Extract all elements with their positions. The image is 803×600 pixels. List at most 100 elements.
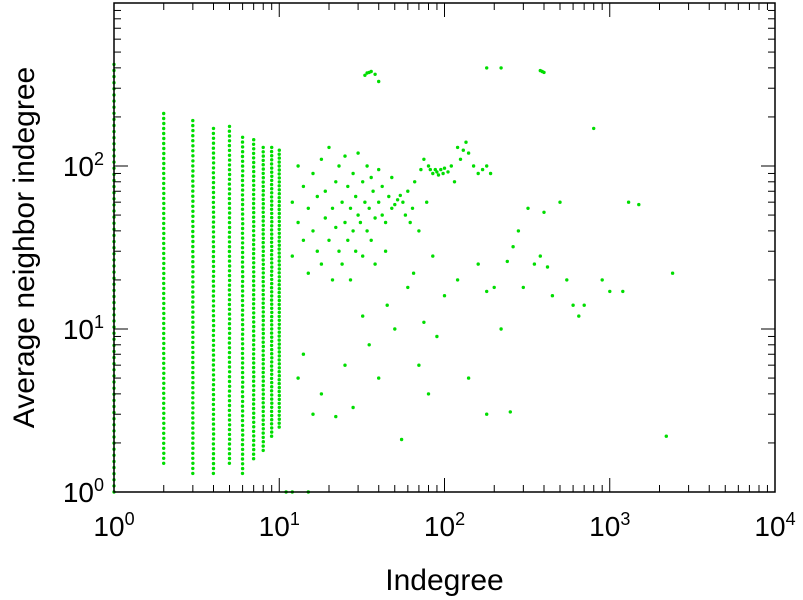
data-point [277,298,281,303]
data-point [261,240,265,245]
data-point [240,342,245,346]
data-point [191,335,195,339]
data-point [240,404,245,408]
data-point [395,198,400,202]
data-point [211,274,216,278]
data-point [240,332,245,336]
data-point [270,166,274,170]
data-point [211,210,216,214]
data-point [270,145,274,150]
data-point [431,171,435,176]
data-point [227,172,232,177]
data-point [261,327,265,331]
data-point [406,189,410,193]
data-point [227,317,232,321]
data-point [227,182,232,186]
data-point [162,271,166,276]
data-point [270,215,274,220]
data-point [227,326,232,331]
data-point [252,370,256,374]
data-point [340,200,344,204]
data-point [323,216,327,220]
data-point [211,412,216,416]
data-point [269,286,274,290]
data-point [261,314,265,318]
data-point [252,210,256,215]
data-point [261,284,265,288]
data-point [240,260,245,264]
data-point [261,228,265,232]
data-point [410,206,415,210]
data-point [227,211,232,215]
data-point [261,271,265,275]
data-point [270,335,274,339]
data-point [261,223,265,227]
data-point [227,273,232,278]
data-point [363,73,367,78]
data-point [261,236,265,240]
data-point [191,164,195,168]
y-tick-label: 102 [63,149,104,182]
data-point [449,164,453,168]
data-point [191,255,195,259]
data-point [277,389,281,394]
data-point [191,265,195,269]
data-point [227,302,232,307]
data-point [191,169,195,173]
data-point [240,442,245,447]
data-point [327,238,331,242]
data-point [240,409,245,413]
data-point [240,212,245,216]
data-point [211,432,216,436]
data-point [240,279,245,284]
data-point [565,278,569,282]
data-point [251,201,256,206]
data-point [227,230,232,234]
data-point [369,175,373,180]
data-point [269,422,274,426]
data-point [191,159,195,163]
data-point [426,164,431,168]
data-point [277,223,281,228]
data-point [277,358,281,362]
data-point [227,225,232,230]
data-point [270,290,274,294]
data-point [211,437,216,441]
data-point [452,180,457,184]
data-point [269,195,274,199]
data-point [191,214,195,218]
data-point [211,343,216,347]
data-point [252,270,256,274]
data-point [277,199,281,204]
data-point [261,163,265,167]
data-point [261,184,265,189]
data-point [162,266,166,271]
data-point [191,340,195,345]
data-point [191,134,195,138]
data-point [227,312,232,316]
data-point [211,151,216,155]
data-point [296,220,300,225]
data-point [393,202,397,207]
data-point [261,197,265,202]
data-point [406,285,410,290]
data-point [261,297,265,301]
data-point [476,171,480,176]
data-point [277,287,281,291]
data-point [270,178,274,183]
data-point [240,294,245,298]
data-point [240,178,245,183]
data-point [277,227,281,231]
data-point [327,145,331,150]
data-point [277,378,281,382]
data-point [191,471,195,476]
data-point [162,141,166,146]
data-point [277,421,281,425]
data-point [270,401,274,405]
data-point [505,259,509,264]
data-point [191,179,195,183]
data-point [435,170,439,174]
data-point [240,370,245,375]
data-point [323,189,327,193]
data-point [227,249,232,254]
